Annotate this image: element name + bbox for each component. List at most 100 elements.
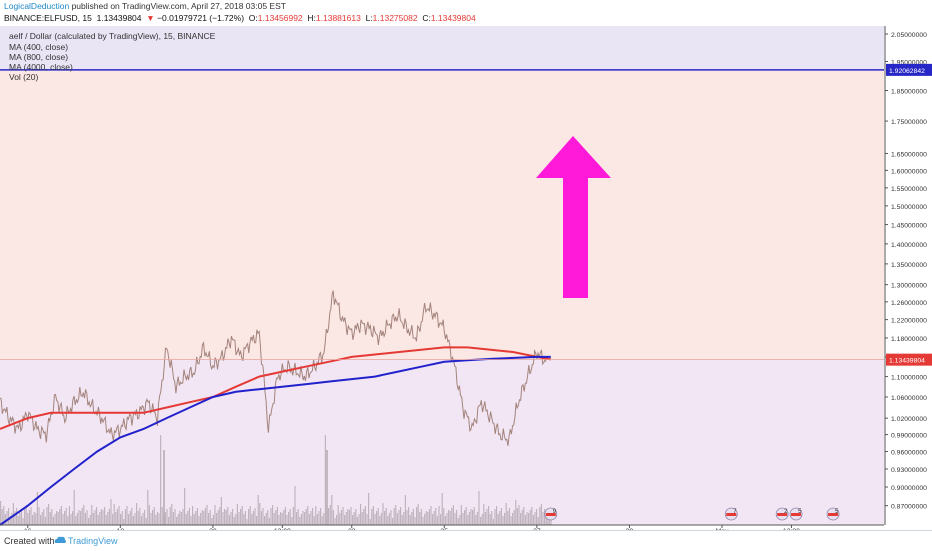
tradingview-brand[interactable]: TradingView [68,536,118,546]
volume-bar [1,509,3,525]
volume-bar [139,508,141,525]
volume-bar [145,518,147,525]
volume-bar [120,514,122,525]
volume-bar [484,512,486,525]
volume-bar [100,509,102,525]
price-tick-label: 0.87000000 [891,504,927,511]
marker-count: 7 [733,509,737,515]
volume-bar [464,510,466,525]
volume-bar [542,512,544,525]
volume-bar [36,492,38,525]
volume-bar [38,507,40,525]
volume-bar [393,508,395,525]
volume-bar [16,508,18,525]
volume-bar [364,506,366,525]
price-tick-label: 1.22000000 [891,318,927,325]
upper-zone [0,69,884,360]
volume-bar [142,513,144,525]
volume-bar [131,508,133,525]
volume-bar [496,506,498,525]
volume-bar [283,510,285,525]
close-label: C: [422,13,431,23]
volume-bar [211,518,213,525]
volume-bar [411,512,413,525]
price-axis[interactable]: 2.05000000 1.95000000 1.85000000 1.75000000… [884,26,932,525]
volume-bar [307,506,309,525]
volume-bar [420,509,422,525]
volume-bar [33,512,35,525]
indicator-legend: aelf / Dollar (calculated by TradingView… [9,31,216,82]
volume-bar [198,516,200,525]
hline-price-tag-bg [886,63,932,76]
volume-bar [260,511,262,525]
volume-bar [312,508,314,525]
volume-bar [44,517,46,525]
volume-bar [17,516,19,525]
volume-bar [56,511,58,525]
symbol-label: BINANCE:ELFUSD, 15 [4,13,92,23]
ma800-line [0,355,551,526]
price-tick-label: 2.05000000 [891,32,927,39]
volume-bar [414,517,416,525]
volume-bar [8,508,10,525]
volume-bar [0,501,2,525]
volume-bar [302,511,304,525]
volume-bar [48,504,50,525]
volume-bar [281,513,283,525]
volume-bar [168,517,170,525]
volume-bar [387,516,389,525]
volume-bar [376,511,378,525]
last-price: 1.13439804 [96,13,142,23]
volume-bar [444,516,446,525]
flag-stripe [791,513,802,516]
change-value: −0.01979721 (−1.72%) [157,13,245,23]
volume-bar [177,514,179,525]
volume-bar [544,509,546,525]
volume-bar [379,516,381,525]
volume-bar [201,510,203,525]
volume-bar [195,511,197,525]
volume-bar [454,513,456,525]
volume-bar [88,518,90,525]
volume-bar [382,503,384,525]
volume-bar [305,509,307,525]
volume-bar [368,493,370,525]
volume-bar [52,517,54,525]
event-markers[interactable]: 9 7 2 5 5 [544,507,840,521]
volume-bar [97,515,99,525]
volume-bar [510,516,512,525]
volume-bar [184,488,186,525]
volume-bar [320,508,322,525]
flag-stripe [828,513,839,516]
volume-bar [94,510,96,525]
volume-bar [286,515,288,525]
volume-bar [152,510,154,525]
volume-bar [228,515,230,525]
volume-bar [313,516,315,525]
volume-bar [12,503,14,525]
volume-bar [473,507,475,525]
volume-bar [483,504,485,525]
up-arrow-annotation[interactable] [536,136,611,298]
volume-bar [491,511,493,525]
volume-bar [187,511,189,525]
volume-bar [108,509,110,525]
volume-bar [505,503,507,525]
price-tick-label: 1.50000000 [891,204,927,211]
moving-averages [0,346,551,526]
volume-bar [408,507,410,525]
horizontal-line[interactable] [0,69,884,361]
author-link[interactable]: LogicalDeduction [4,1,70,11]
volume-bar [196,508,198,525]
volume-bar [427,512,429,525]
volume-bar [452,505,454,525]
volume-bar [342,507,344,525]
volume-bar [350,507,352,525]
volume-bar [497,514,499,525]
volume-bar [35,513,37,525]
hline-price-tag: 1.92062842 [889,68,925,75]
volume-bar [238,512,240,525]
volume-bar [81,508,83,525]
volume-bar [323,513,325,525]
volume-bar [448,510,450,525]
